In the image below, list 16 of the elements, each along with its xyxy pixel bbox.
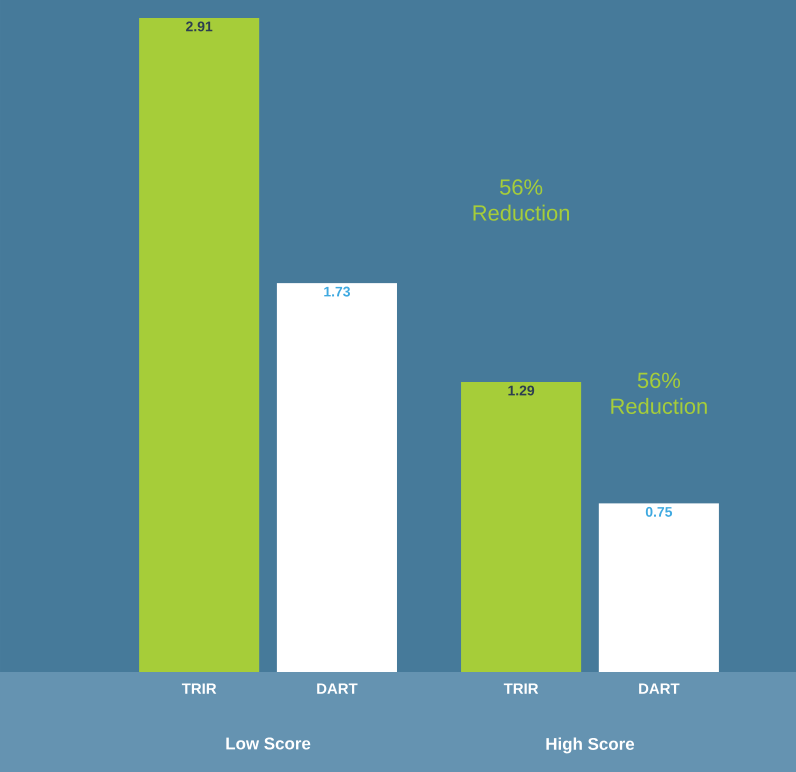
annotation: 56% Reduction — [611, 372, 707, 414]
series-label: TRIR — [182, 684, 216, 694]
bar — [276, 283, 397, 672]
bar — [598, 503, 719, 672]
data-label: 2.91 — [186, 21, 212, 32]
data-label: 0.75 — [646, 506, 672, 517]
text: DART — [639, 684, 680, 694]
text: TRIR — [504, 684, 538, 694]
data-label: 1.73 — [324, 286, 350, 297]
annotation: 56% Reduction — [474, 179, 569, 221]
bar — [139, 18, 260, 672]
x-tick-label: Low Score — [226, 738, 310, 750]
x-tick-label: High Score — [546, 738, 634, 754]
data-label: 1.29 — [508, 386, 534, 396]
bar — [461, 382, 582, 672]
series-label: DART — [317, 684, 358, 694]
